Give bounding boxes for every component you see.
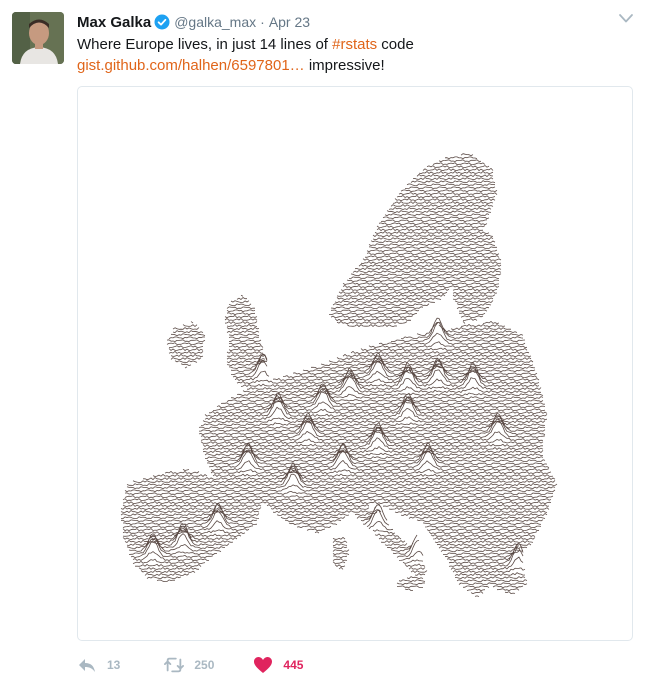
tweet-timestamp[interactable]: Apr 23: [268, 14, 311, 30]
tweet-text-prefix: Where Europe lives, in just 14 lines of: [77, 36, 333, 53]
retweet-button[interactable]: 250: [164, 656, 214, 674]
reply-button[interactable]: 13: [77, 656, 120, 674]
tweet-text-line-2: gist.github.com/halhen/6597801… impressi…: [77, 55, 627, 76]
gist-link[interactable]: gist.github.com/halhen/6597801…: [77, 57, 305, 74]
author-handle[interactable]: @galka_max: [174, 14, 257, 30]
heart-icon: [254, 657, 273, 673]
tweet-text-suffix: code: [377, 36, 414, 53]
europe-population-map-icon: [120, 153, 558, 597]
tweet-actions: 13 250 445: [77, 654, 303, 676]
like-count: 445: [283, 658, 304, 672]
population-ridgelines: [120, 153, 558, 597]
tweet-media-image[interactable]: [77, 86, 633, 641]
tweet-text-comment: impressive!: [304, 57, 385, 74]
verified-badge-icon: [154, 14, 170, 30]
chevron-down-icon[interactable]: [618, 12, 634, 26]
retweet-count: 250: [194, 658, 215, 672]
reply-icon: [79, 659, 95, 672]
tweet-header: Max Galka @galka_max · Apr 23: [77, 12, 310, 32]
like-button[interactable]: 445: [253, 656, 303, 674]
reply-count: 13: [107, 658, 121, 672]
retweet-icon: [164, 657, 185, 673]
tweet-text-line-1: Where Europe lives, in just 14 lines of …: [77, 34, 627, 55]
hashtag-link[interactable]: #rstats: [332, 36, 378, 53]
avatar-photo-icon: [12, 12, 64, 64]
author-avatar[interactable]: [12, 12, 64, 64]
header-separator: ·: [260, 14, 265, 30]
author-name[interactable]: Max Galka: [77, 13, 152, 31]
tweet-text: Where Europe lives, in just 14 lines of …: [77, 34, 627, 76]
